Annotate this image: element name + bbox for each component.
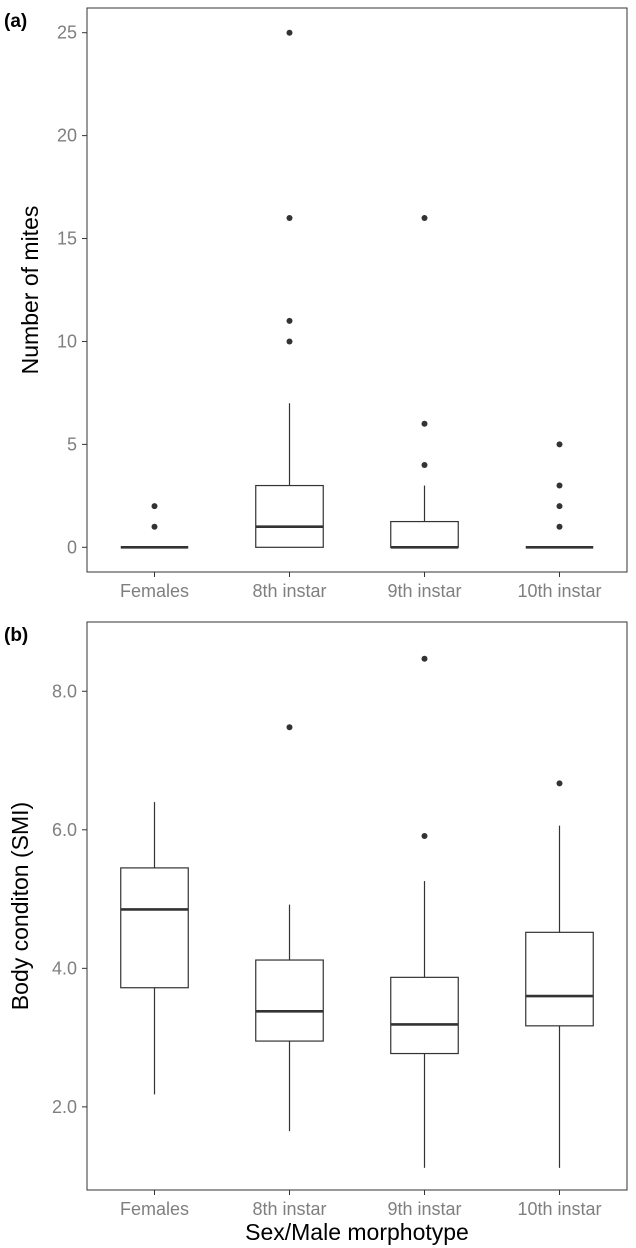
box-iqr xyxy=(525,931,594,1027)
box-females xyxy=(120,802,189,1095)
x-tick-label: 10th instar xyxy=(517,1199,601,1219)
box-9th-instar xyxy=(390,214,459,549)
box-10th-instar xyxy=(525,780,594,1168)
plot-border xyxy=(86,7,628,573)
y-tick-label: 10 xyxy=(57,331,77,351)
outlier-point xyxy=(421,214,428,221)
y-tick-label: 15 xyxy=(57,229,77,249)
x-tick-label: 9th instar xyxy=(387,581,461,601)
outlier-point xyxy=(556,482,563,489)
x-tick-label: 8th instar xyxy=(252,1199,326,1219)
box-iqr xyxy=(390,976,459,1055)
outlier-point xyxy=(286,214,293,221)
box-iqr xyxy=(120,867,189,989)
y-axis-title: Body conditon (SMI) xyxy=(7,802,33,1010)
box-8th-instar xyxy=(255,724,324,1132)
outlier-point xyxy=(556,523,563,530)
box-iqr xyxy=(255,959,324,1042)
outlier-point xyxy=(286,29,293,36)
x-tick-label: 9th instar xyxy=(387,1199,461,1219)
box-iqr xyxy=(255,484,324,548)
y-axis-title: Number of mites xyxy=(17,206,43,375)
y-tick-label: 20 xyxy=(57,126,77,146)
x-axis-title: Sex/Male morphotype xyxy=(245,1219,469,1245)
box-10th-instar xyxy=(525,441,594,549)
outlier-point xyxy=(151,503,158,510)
x-tick-label: Females xyxy=(120,581,189,601)
box-iqr xyxy=(390,520,459,548)
y-tick-label: 5 xyxy=(67,434,77,454)
panel-tag: (a) xyxy=(4,11,27,32)
outlier-point xyxy=(286,338,293,345)
x-tick-label: 10th instar xyxy=(517,581,601,601)
outlier-point xyxy=(421,461,428,468)
plot-border xyxy=(86,621,628,1191)
outlier-point xyxy=(421,655,428,662)
panel-a: (a) 0 5 10 15 20 25 Females 8th instar 9th instar… xyxy=(4,7,628,601)
y-tick-label: 0 xyxy=(67,537,77,557)
outlier-point xyxy=(286,317,293,324)
y-tick-label: 8.0 xyxy=(52,681,77,701)
outlier-point xyxy=(286,724,293,731)
x-tick-label: Females xyxy=(120,1199,189,1219)
outlier-point xyxy=(151,523,158,530)
panel-tag: (b) xyxy=(4,625,28,646)
box-females xyxy=(120,503,189,549)
x-tick-label: 8th instar xyxy=(252,581,326,601)
outlier-point xyxy=(556,780,563,787)
outlier-point xyxy=(421,833,428,840)
outlier-point xyxy=(556,441,563,448)
outlier-point xyxy=(556,503,563,510)
y-tick-label: 4.0 xyxy=(52,958,77,978)
panel-b: (b) 2.0 4.0 6.0 8.0 Females 8th instar 9th inst… xyxy=(4,621,628,1245)
outlier-point xyxy=(421,420,428,427)
y-tick-label: 2.0 xyxy=(52,1097,77,1117)
y-tick-label: 6.0 xyxy=(52,820,77,840)
box-9th-instar xyxy=(390,655,459,1168)
box-8th-instar xyxy=(255,29,324,548)
y-tick-label: 25 xyxy=(57,23,77,43)
